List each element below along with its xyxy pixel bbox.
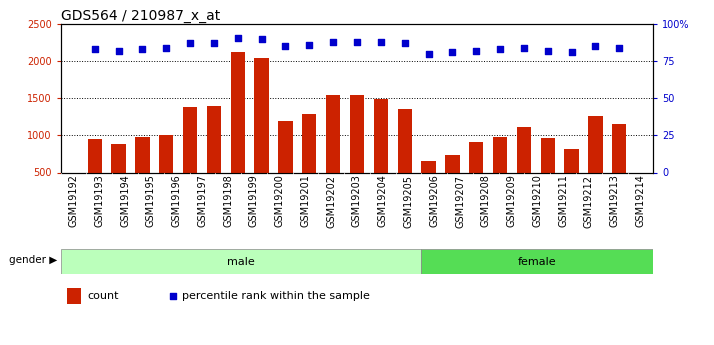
Bar: [88, 139, 102, 209]
Point: [208, 41, 220, 46]
Point: [518, 45, 530, 51]
Bar: [136, 137, 150, 209]
Bar: [61, 249, 421, 274]
Bar: [111, 144, 126, 209]
Text: GSM19198: GSM19198: [223, 175, 233, 227]
Text: GSM19214: GSM19214: [635, 175, 645, 227]
Text: GSM19197: GSM19197: [197, 175, 207, 227]
Text: GSM19196: GSM19196: [171, 175, 181, 227]
Text: GSM19209: GSM19209: [507, 175, 517, 227]
Bar: [350, 95, 364, 209]
Bar: [493, 137, 507, 209]
Point: [447, 50, 458, 55]
Text: GSM19205: GSM19205: [403, 175, 413, 228]
Bar: [66, 288, 81, 304]
Text: GSM19207: GSM19207: [455, 175, 465, 228]
Point: [280, 43, 291, 49]
Bar: [421, 249, 653, 274]
Bar: [159, 135, 174, 209]
Text: GSM19199: GSM19199: [249, 175, 259, 227]
Text: GSM19208: GSM19208: [481, 175, 491, 227]
Text: GSM19200: GSM19200: [275, 175, 285, 227]
Text: GSM19192: GSM19192: [69, 175, 79, 227]
Point: [542, 48, 553, 53]
Bar: [326, 95, 341, 209]
Point: [494, 47, 506, 52]
Point: [565, 50, 577, 55]
Bar: [398, 109, 412, 209]
Text: GSM19212: GSM19212: [584, 175, 594, 228]
Point: [303, 42, 315, 48]
Bar: [231, 52, 245, 209]
Point: [89, 47, 101, 52]
Point: [256, 36, 267, 42]
Bar: [207, 106, 221, 209]
Point: [161, 45, 172, 51]
Bar: [564, 149, 578, 209]
Bar: [421, 161, 436, 209]
Point: [375, 39, 386, 45]
Text: GSM19194: GSM19194: [120, 175, 130, 227]
Bar: [612, 124, 626, 209]
Text: GSM19203: GSM19203: [352, 175, 362, 227]
Bar: [278, 120, 293, 209]
Text: GSM19211: GSM19211: [558, 175, 568, 227]
Bar: [254, 58, 268, 209]
Text: GSM19210: GSM19210: [533, 175, 543, 227]
Bar: [373, 99, 388, 209]
Point: [423, 51, 434, 57]
Text: gender ▶: gender ▶: [9, 255, 58, 265]
Text: GSM19204: GSM19204: [378, 175, 388, 227]
Bar: [517, 127, 531, 209]
Point: [471, 48, 482, 53]
Bar: [302, 114, 316, 209]
Text: GDS564 / 210987_x_at: GDS564 / 210987_x_at: [61, 9, 220, 23]
Point: [399, 41, 411, 46]
Point: [113, 48, 124, 53]
Bar: [469, 142, 483, 209]
Text: percentile rank within the sample: percentile rank within the sample: [182, 291, 370, 301]
Text: GSM19206: GSM19206: [429, 175, 439, 227]
Bar: [446, 156, 460, 209]
Point: [613, 45, 625, 51]
Point: [328, 39, 339, 45]
Point: [168, 293, 179, 299]
Bar: [540, 138, 555, 209]
Point: [232, 35, 243, 40]
Text: GSM19193: GSM19193: [94, 175, 104, 227]
Text: count: count: [87, 291, 119, 301]
Text: GSM19195: GSM19195: [146, 175, 156, 227]
Point: [351, 39, 363, 45]
Point: [184, 41, 196, 46]
Point: [137, 47, 149, 52]
Point: [590, 43, 601, 49]
Text: GSM19202: GSM19202: [326, 175, 336, 228]
Text: male: male: [227, 257, 255, 266]
Bar: [183, 107, 197, 209]
Text: GSM19201: GSM19201: [301, 175, 311, 227]
Text: female: female: [518, 257, 557, 266]
Text: GSM19213: GSM19213: [610, 175, 620, 227]
Bar: [588, 116, 603, 209]
